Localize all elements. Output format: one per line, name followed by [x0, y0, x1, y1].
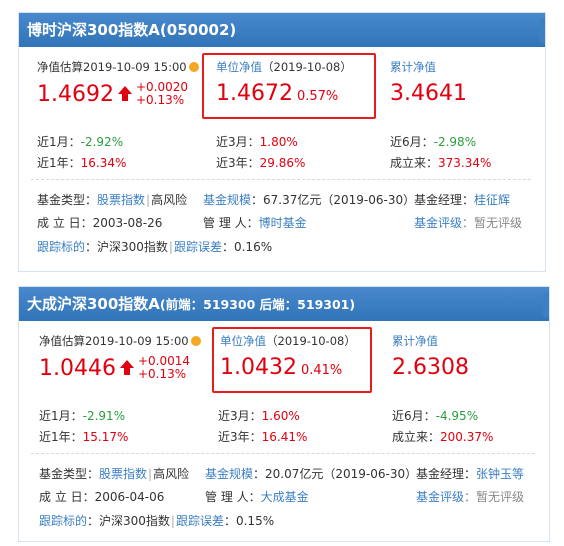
- perf-6m: 近6月：-4.95%: [392, 409, 479, 423]
- perf-1m: 近1月：-2.92%: [37, 135, 124, 149]
- fund-title[interactable]: 大成沪深300指数A: [27, 295, 160, 313]
- estimate-value: 1.0446: [39, 355, 116, 381]
- divider: [31, 453, 535, 454]
- fund-rating: 基金评级：暂无评级: [416, 490, 525, 504]
- perf-6m: 近6月：-2.98%: [390, 135, 477, 149]
- estimate-change-pct: +0.13%: [137, 367, 187, 381]
- fund-admin-link[interactable]: 博时基金: [258, 216, 307, 230]
- fund-admin-link[interactable]: 大成基金: [260, 490, 309, 504]
- nav-label[interactable]: 单位净值: [216, 60, 262, 74]
- acc-section: 累计净值 2.6308: [392, 333, 469, 380]
- perf-3y: 近3年：16.41%: [218, 430, 308, 444]
- tracking-info: 跟踪标的：沪深300指数|跟踪误差：0.15%: [39, 514, 275, 528]
- arrow-up-icon: [119, 360, 134, 376]
- fund-codes: (前端：519300 后端：519301): [159, 297, 356, 312]
- acc-label[interactable]: 累计净值: [390, 60, 436, 74]
- fund-title-bar[interactable]: 大成沪深300指数A(前端：519300 后端：519301): [19, 287, 549, 321]
- fund-rating-link[interactable]: 基金评级: [416, 490, 465, 504]
- arrow-up-icon: [117, 86, 132, 102]
- fund-card-519300: 大成沪深300指数A(前端：519300 后端：519301) 净值估算2019…: [18, 286, 550, 542]
- perf-1y: 近1年：15.17%: [39, 430, 129, 444]
- fund-admin: 管 理 人：博时基金: [203, 216, 307, 230]
- track-target-link[interactable]: 跟踪标的: [37, 240, 86, 254]
- perf-3m: 近3月：1.80%: [216, 135, 298, 149]
- nav-section: 单位净值（2019-10-08） 1.4672 0.57%: [216, 59, 352, 106]
- fund-manager-link[interactable]: 桂征辉: [474, 193, 511, 207]
- track-error-link[interactable]: 跟踪误差: [175, 514, 224, 528]
- perf-3y: 近3年：29.86%: [216, 156, 306, 170]
- perf-since: 成立来：373.34%: [390, 156, 492, 170]
- fund-scale: 基金规模：20.07亿元（2019-06-30）: [205, 467, 418, 481]
- fund-rating: 基金评级：暂无评级: [414, 216, 523, 230]
- fund-manager-link[interactable]: 张钟玉等: [476, 467, 525, 481]
- fund-scale: 基金规模：67.37亿元（2019-06-30）: [203, 193, 416, 207]
- fund-type-link[interactable]: 股票指数: [99, 467, 148, 481]
- acc-value: 2.6308: [392, 355, 469, 380]
- acc-value: 3.4641: [390, 81, 467, 106]
- founded-date: 成 立 日：2006-04-06: [39, 490, 165, 504]
- estimate-change-abs: +0.0014: [137, 354, 191, 368]
- fund-manager: 基金经理：张钟玉等: [416, 467, 525, 481]
- nav-highlight-box: [212, 327, 372, 393]
- fund-rating-link[interactable]: 基金评级: [414, 216, 463, 230]
- risk-level: 高风险: [151, 193, 188, 207]
- fund-card-050002: 博时沪深300指数A(050002) 净值估算2019-10-09 15:00 …: [18, 12, 546, 272]
- perf-1m: 近1月：-2.91%: [39, 409, 126, 423]
- nav-date: （2019-10-08）: [266, 334, 356, 348]
- track-error-link[interactable]: 跟踪误差: [173, 240, 222, 254]
- nav-section: 单位净值（2019-10-08） 1.0432 0.41%: [220, 333, 356, 380]
- perf-1y: 近1年：16.34%: [37, 156, 127, 170]
- divider: [31, 179, 531, 180]
- estimate-section: 净值估算2019-10-09 15:00 1.0446 +0.0014 +0.1…: [39, 333, 201, 381]
- fund-manager: 基金经理：桂征辉: [414, 193, 511, 207]
- fund-scale-link[interactable]: 基金规模: [203, 193, 252, 207]
- side-tab[interactable]: [543, 293, 549, 317]
- nav-pct: 0.41%: [300, 363, 343, 378]
- fund-title[interactable]: 博时沪深300指数A(050002): [27, 21, 237, 39]
- track-target-link[interactable]: 跟踪标的: [39, 514, 88, 528]
- fund-type: 基金类型：股票指数|高风险: [39, 467, 190, 481]
- side-tab[interactable]: [539, 19, 545, 43]
- fund-scale-link[interactable]: 基金规模: [205, 467, 254, 481]
- acc-section: 累计净值 3.4641: [390, 59, 467, 106]
- estimate-label: 净值估算2019-10-09 15:00: [39, 334, 189, 348]
- acc-label[interactable]: 累计净值: [392, 334, 438, 348]
- nav-label[interactable]: 单位净值: [220, 334, 266, 348]
- nav-highlight-box: [202, 53, 376, 119]
- info-coin-icon[interactable]: [188, 62, 199, 72]
- founded-date: 成 立 日：2003-08-26: [37, 216, 163, 230]
- estimate-label: 净值估算2019-10-09 15:00: [37, 60, 187, 74]
- perf-3m: 近3月：1.60%: [218, 409, 300, 423]
- estimate-section: 净值估算2019-10-09 15:00 1.4692 +0.0020 +0.1…: [37, 59, 199, 107]
- tracking-info: 跟踪标的：沪深300指数|跟踪误差：0.16%: [37, 240, 273, 254]
- estimate-value: 1.4692: [37, 81, 114, 107]
- fund-admin: 管 理 人：大成基金: [205, 490, 309, 504]
- risk-level: 高风险: [153, 467, 190, 481]
- fund-type: 基金类型：股票指数|高风险: [37, 193, 188, 207]
- perf-since: 成立来：200.37%: [392, 430, 494, 444]
- estimate-change-abs: +0.0020: [135, 80, 189, 94]
- info-coin-icon[interactable]: [190, 336, 201, 346]
- fund-type-link[interactable]: 股票指数: [97, 193, 146, 207]
- nav-value: 1.0432: [220, 355, 297, 380]
- nav-pct: 0.57%: [296, 89, 339, 104]
- fund-title-bar[interactable]: 博时沪深300指数A(050002): [19, 13, 545, 47]
- nav-date: （2019-10-08）: [262, 60, 352, 74]
- estimate-change-pct: +0.13%: [135, 93, 185, 107]
- nav-value: 1.4672: [216, 81, 293, 106]
